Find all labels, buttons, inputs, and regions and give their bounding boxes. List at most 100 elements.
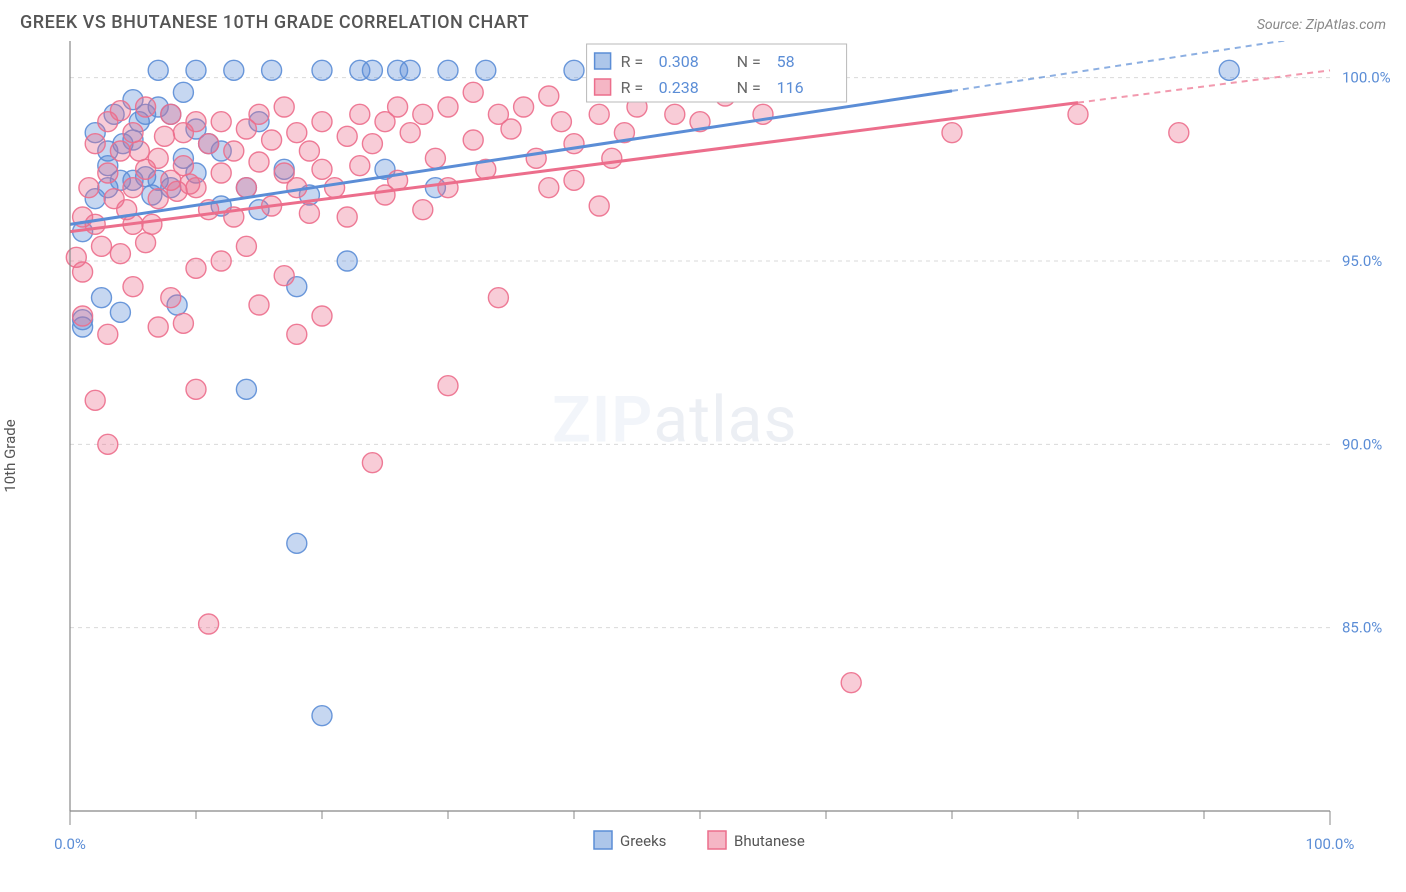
data-point	[438, 60, 458, 80]
data-point	[841, 673, 861, 693]
data-point	[362, 453, 382, 473]
data-point	[148, 317, 168, 337]
legend: Greeks Bhutanese	[594, 831, 805, 850]
data-point	[400, 60, 420, 80]
y-tick-label: 95.0%	[1342, 252, 1382, 270]
data-point	[186, 112, 206, 132]
svg-text:116: 116	[777, 78, 804, 97]
data-point	[362, 134, 382, 154]
data-point	[413, 104, 433, 124]
data-point	[236, 178, 256, 198]
data-point	[312, 60, 332, 80]
data-point	[224, 60, 244, 80]
data-point	[942, 123, 962, 143]
svg-text:N =: N =	[737, 78, 761, 97]
data-point	[274, 97, 294, 117]
data-point	[287, 533, 307, 553]
data-point	[312, 306, 332, 326]
data-point	[337, 251, 357, 271]
data-point	[123, 178, 143, 198]
data-point	[299, 141, 319, 161]
data-point	[476, 60, 496, 80]
data-point	[249, 152, 269, 172]
data-point	[224, 141, 244, 161]
data-point	[602, 148, 622, 168]
data-point	[92, 288, 112, 308]
data-point	[350, 156, 370, 176]
legend-label: Bhutanese	[734, 832, 805, 850]
data-point	[161, 288, 181, 308]
data-point	[211, 112, 231, 132]
y-tick-label: 85.0%	[1342, 619, 1382, 637]
data-point	[129, 141, 149, 161]
data-point	[173, 156, 193, 176]
data-point	[199, 614, 219, 634]
data-point	[148, 189, 168, 209]
data-point	[110, 302, 130, 322]
data-point	[85, 390, 105, 410]
data-point	[92, 236, 112, 256]
scatter-chart: ZIPatlas0.0%100.0%85.0%90.0%95.0%100.0%R…	[20, 41, 1400, 871]
data-point	[136, 97, 156, 117]
data-point	[85, 134, 105, 154]
data-point	[287, 123, 307, 143]
data-point	[400, 123, 420, 143]
stats-box: R =0.308N =58R =0.238N =116	[587, 44, 847, 102]
legend-swatch	[594, 831, 612, 849]
data-point	[236, 379, 256, 399]
legend-label: Greeks	[620, 832, 666, 850]
data-point	[110, 244, 130, 264]
data-point	[186, 178, 206, 198]
data-point	[413, 200, 433, 220]
data-point	[337, 126, 357, 146]
svg-text:R =: R =	[621, 78, 644, 97]
data-point	[79, 178, 99, 198]
data-point	[1219, 60, 1239, 80]
data-point	[173, 313, 193, 333]
data-point	[148, 148, 168, 168]
x-tick-label: 0.0%	[54, 835, 86, 853]
data-point	[199, 134, 219, 154]
data-point	[438, 376, 458, 396]
data-point	[388, 97, 408, 117]
y-tick-label: 100.0%	[1342, 69, 1391, 87]
data-point	[123, 123, 143, 143]
data-point	[186, 258, 206, 278]
data-point	[312, 112, 332, 132]
data-point	[325, 178, 345, 198]
data-point	[312, 706, 332, 726]
data-point	[1169, 123, 1189, 143]
svg-text:ZIPatlas: ZIPatlas	[552, 382, 797, 457]
data-point	[463, 130, 483, 150]
data-point	[98, 324, 118, 344]
data-point	[1068, 104, 1088, 124]
data-point	[488, 288, 508, 308]
data-point	[211, 163, 231, 183]
data-point	[249, 104, 269, 124]
data-point	[123, 277, 143, 297]
data-point	[186, 60, 206, 80]
svg-text:N =: N =	[737, 52, 761, 71]
data-point	[589, 104, 609, 124]
svg-text:58: 58	[777, 52, 795, 71]
data-point	[438, 97, 458, 117]
data-point	[110, 141, 130, 161]
data-point	[589, 196, 609, 216]
data-point	[514, 97, 534, 117]
svg-text:0.238: 0.238	[659, 78, 699, 97]
data-point	[463, 82, 483, 102]
data-point	[539, 178, 559, 198]
chart-title: GREEK VS BHUTANESE 10TH GRADE CORRELATIO…	[20, 12, 529, 33]
data-point	[274, 266, 294, 286]
data-point	[539, 86, 559, 106]
data-point	[236, 236, 256, 256]
data-point	[98, 163, 118, 183]
x-tick-label: 100.0%	[1306, 835, 1355, 853]
data-point	[262, 60, 282, 80]
svg-text:R =: R =	[621, 52, 644, 71]
data-point	[136, 233, 156, 253]
data-point	[551, 112, 571, 132]
data-point	[73, 306, 93, 326]
data-point	[299, 203, 319, 223]
y-axis-label: 10th Grade	[1, 419, 19, 492]
